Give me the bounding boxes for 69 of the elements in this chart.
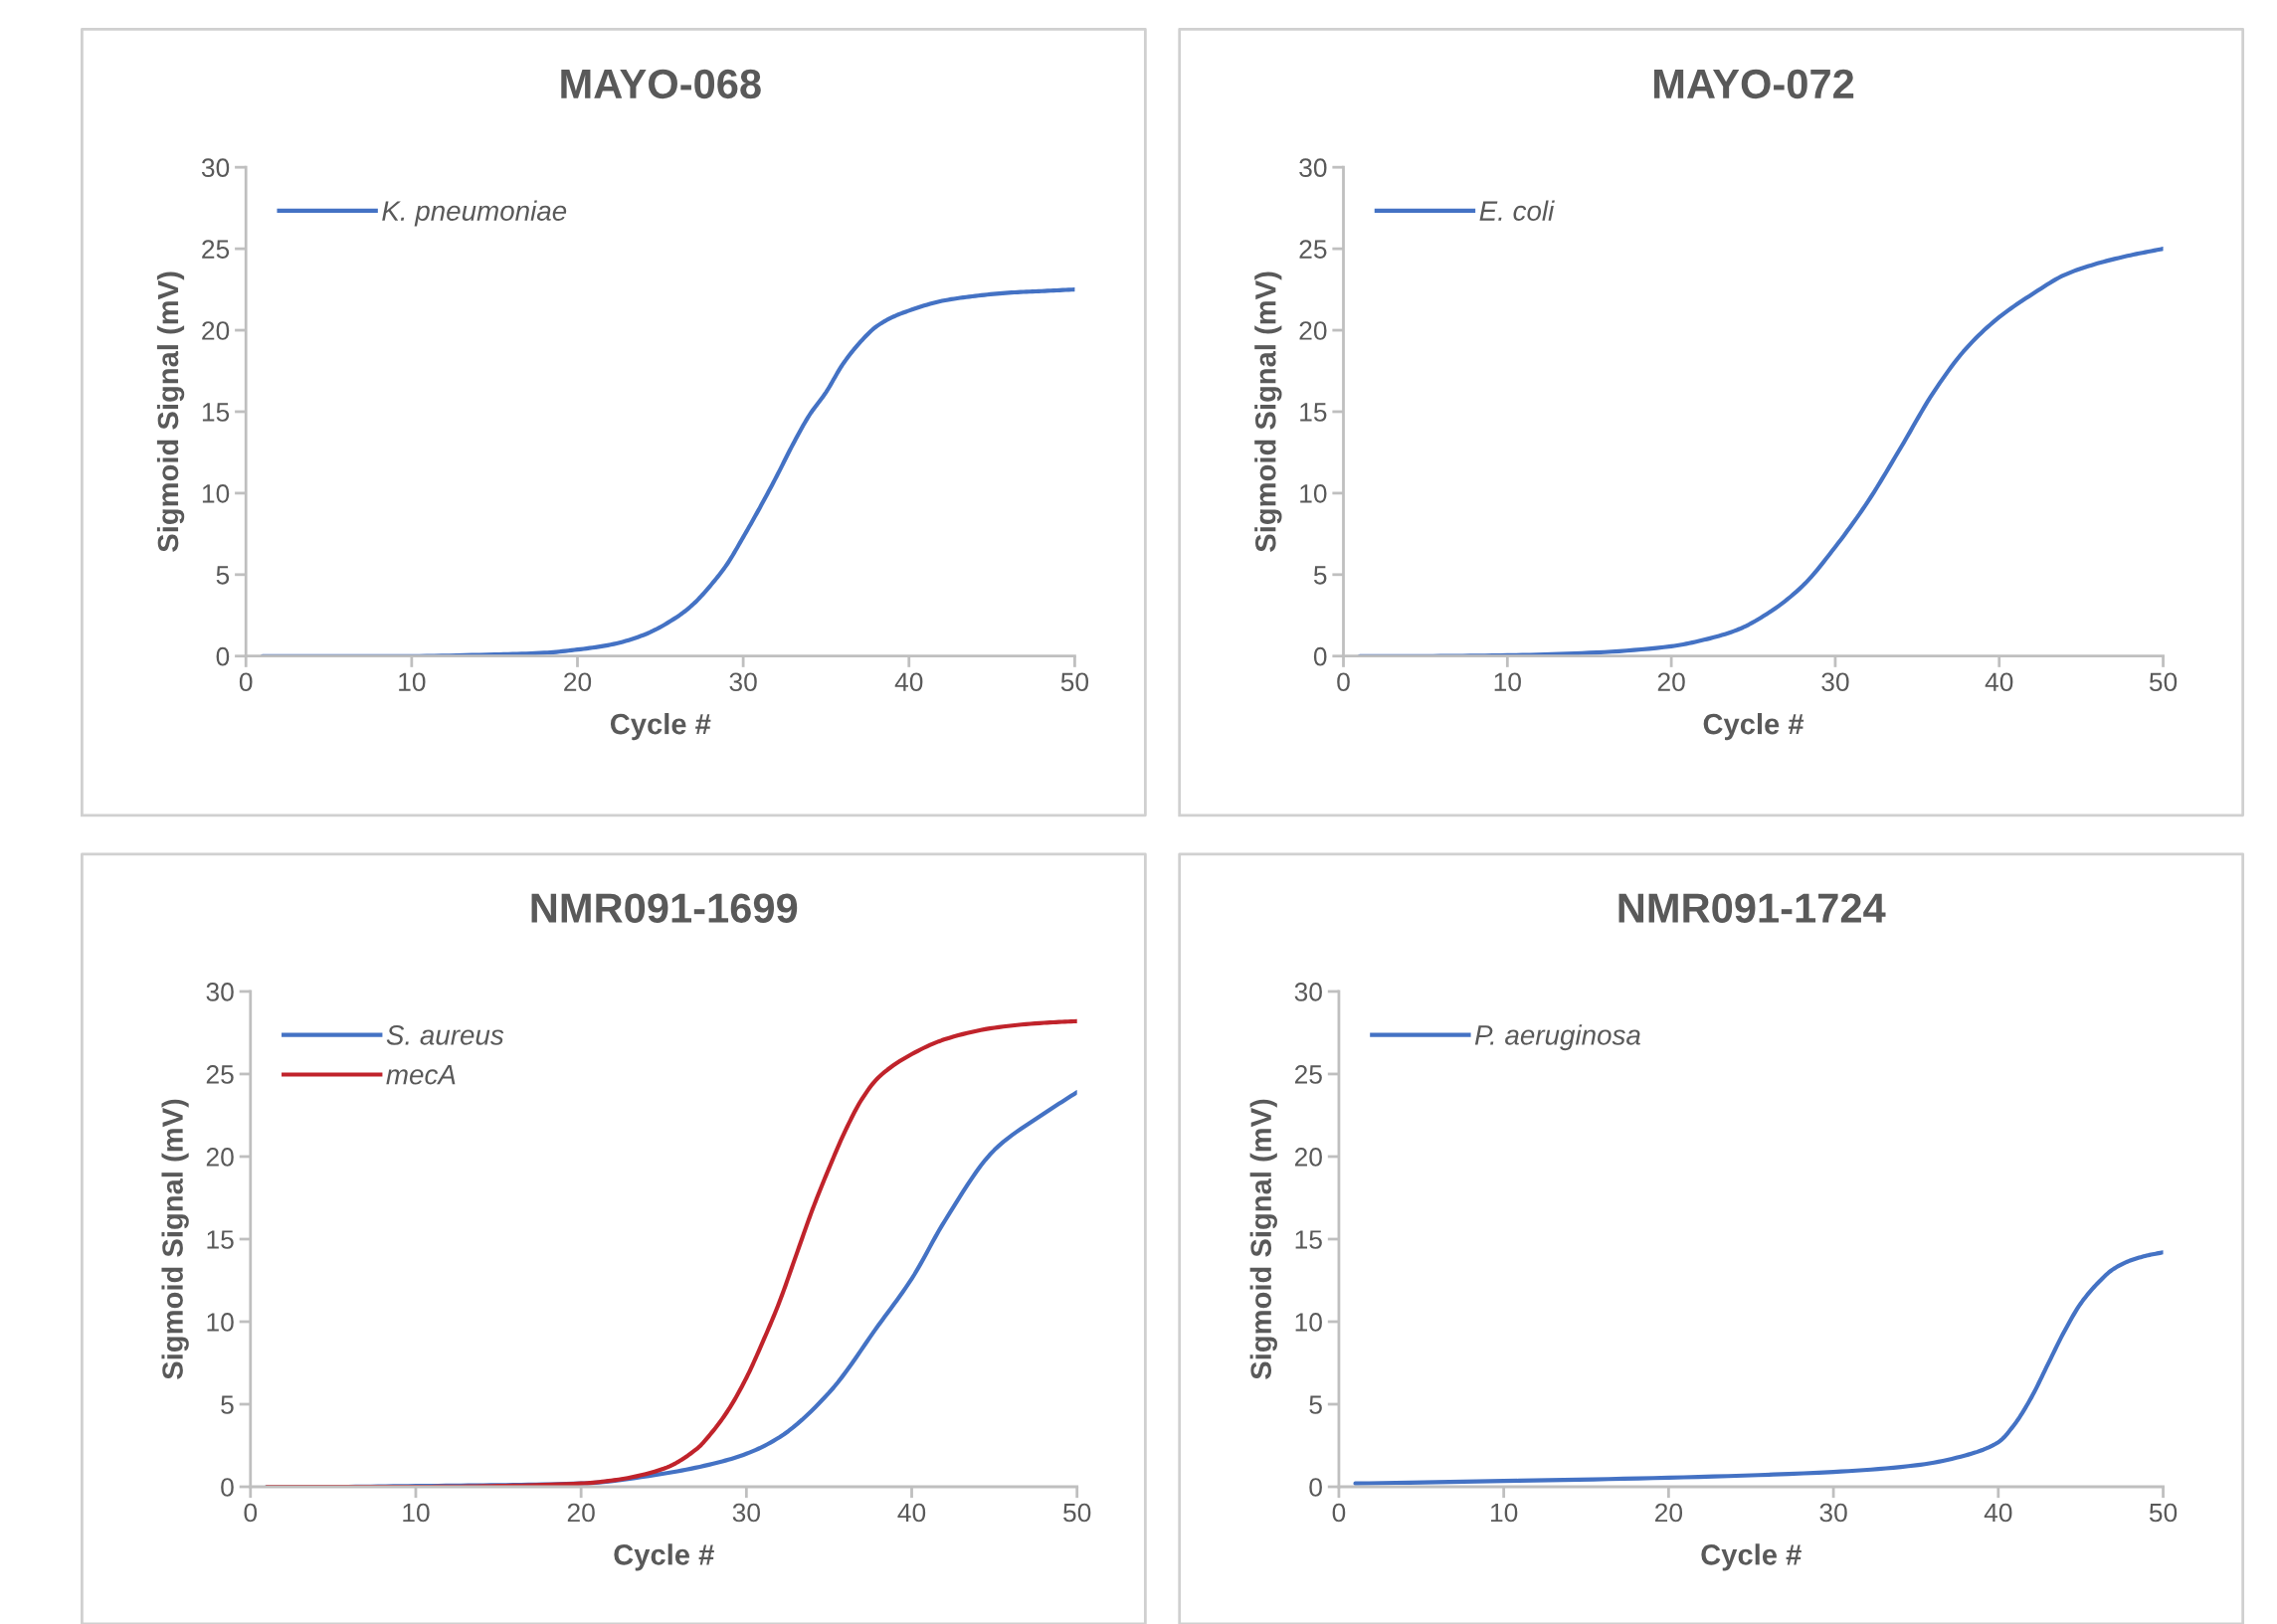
x-tick-label: 50 xyxy=(2149,1503,2178,1523)
legend-label: E. coli xyxy=(1479,200,1555,221)
x-tick-label: 50 xyxy=(1063,1503,1091,1523)
y-axis-title: Sigmoid Signal (mV) xyxy=(161,1099,189,1379)
y-tick-label: 15 xyxy=(202,403,230,422)
y-tick-label: 15 xyxy=(1295,1230,1322,1249)
x-axis-title: Cycle # xyxy=(1701,1543,1802,1571)
x-axis-title: Cycle # xyxy=(610,712,711,741)
x-tick-label: 20 xyxy=(1657,672,1685,692)
legend-label: P. aeruginosa xyxy=(1474,1024,1640,1051)
y-tick-label: 15 xyxy=(207,1230,234,1249)
x-tick-label: 30 xyxy=(1821,672,1849,692)
x-tick-label: 20 xyxy=(1655,1503,1683,1523)
y-tick-label: 5 xyxy=(216,566,230,585)
x-tick-label: 0 xyxy=(239,672,253,692)
x-tick-label: 10 xyxy=(399,672,426,692)
y-tick-label: 25 xyxy=(202,240,230,259)
y-tick-label: 20 xyxy=(202,321,230,340)
x-axis-title: Cycle # xyxy=(1703,712,1804,741)
chart-title: NMR091-1724 xyxy=(1618,893,1886,923)
y-axis-title: Sigmoid Signal (mV) xyxy=(1254,271,1282,552)
x-tick-label: 0 xyxy=(1332,1503,1346,1523)
y-tick-label: 0 xyxy=(216,646,230,666)
y-tick-label: 5 xyxy=(221,1395,234,1414)
y-tick-label: 10 xyxy=(202,484,230,503)
x-tick-label: 20 xyxy=(564,672,592,692)
x-tick-label: 20 xyxy=(567,1503,595,1523)
chart-title: MAYO-072 xyxy=(1654,69,1854,99)
y-tick-label: 5 xyxy=(1309,1395,1322,1414)
y-tick-label: 30 xyxy=(206,983,234,1001)
y-tick-label: 25 xyxy=(1294,1065,1322,1084)
y-tick-label: 5 xyxy=(1313,566,1327,585)
y-tick-label: 30 xyxy=(201,158,230,178)
x-tick-label: 50 xyxy=(1060,672,1089,692)
x-tick-label: 10 xyxy=(1494,672,1521,692)
x-tick-label: 40 xyxy=(1984,1503,2012,1523)
y-tick-label: 20 xyxy=(1294,1148,1322,1167)
y-tick-label: 15 xyxy=(1300,403,1327,422)
y-tick-label: 0 xyxy=(221,1478,234,1497)
x-tick-label: 40 xyxy=(897,1503,926,1523)
y-tick-label: 10 xyxy=(207,1313,234,1332)
x-tick-label: 30 xyxy=(732,1503,760,1523)
y-tick-label: 0 xyxy=(1313,646,1327,666)
y-tick-label: 30 xyxy=(1294,983,1322,1001)
x-tick-label: 10 xyxy=(1490,1503,1518,1523)
y-tick-label: 0 xyxy=(1309,1478,1322,1497)
legend-label: S. aureus xyxy=(386,1025,504,1045)
legend-label: mecA xyxy=(386,1065,456,1085)
x-tick-label: 40 xyxy=(894,672,923,692)
y-axis-title: Sigmoid Signal (mV) xyxy=(1249,1099,1277,1379)
x-tick-label: 40 xyxy=(1985,672,2013,692)
x-tick-label: 0 xyxy=(244,1503,258,1523)
y-tick-label: 10 xyxy=(1300,484,1327,503)
y-tick-label: 20 xyxy=(206,1148,234,1167)
chart-title: MAYO-068 xyxy=(561,69,761,99)
y-tick-label: 10 xyxy=(1295,1313,1322,1332)
x-axis-title: Cycle # xyxy=(614,1543,714,1571)
x-tick-label: 0 xyxy=(1337,672,1350,692)
x-tick-label: 50 xyxy=(2149,672,2178,692)
y-tick-label: 20 xyxy=(1299,321,1327,340)
chart-title: NMR091-1699 xyxy=(531,893,798,923)
x-tick-label: 10 xyxy=(403,1503,430,1523)
legend-label: K. pneumoniae xyxy=(382,200,567,227)
x-tick-label: 30 xyxy=(729,672,757,692)
y-axis-title: Sigmoid Signal (mV) xyxy=(156,271,185,552)
x-tick-label: 30 xyxy=(1819,1503,1847,1523)
y-tick-label: 25 xyxy=(1299,240,1327,259)
y-tick-label: 30 xyxy=(1299,158,1327,178)
y-tick-label: 25 xyxy=(206,1065,234,1084)
